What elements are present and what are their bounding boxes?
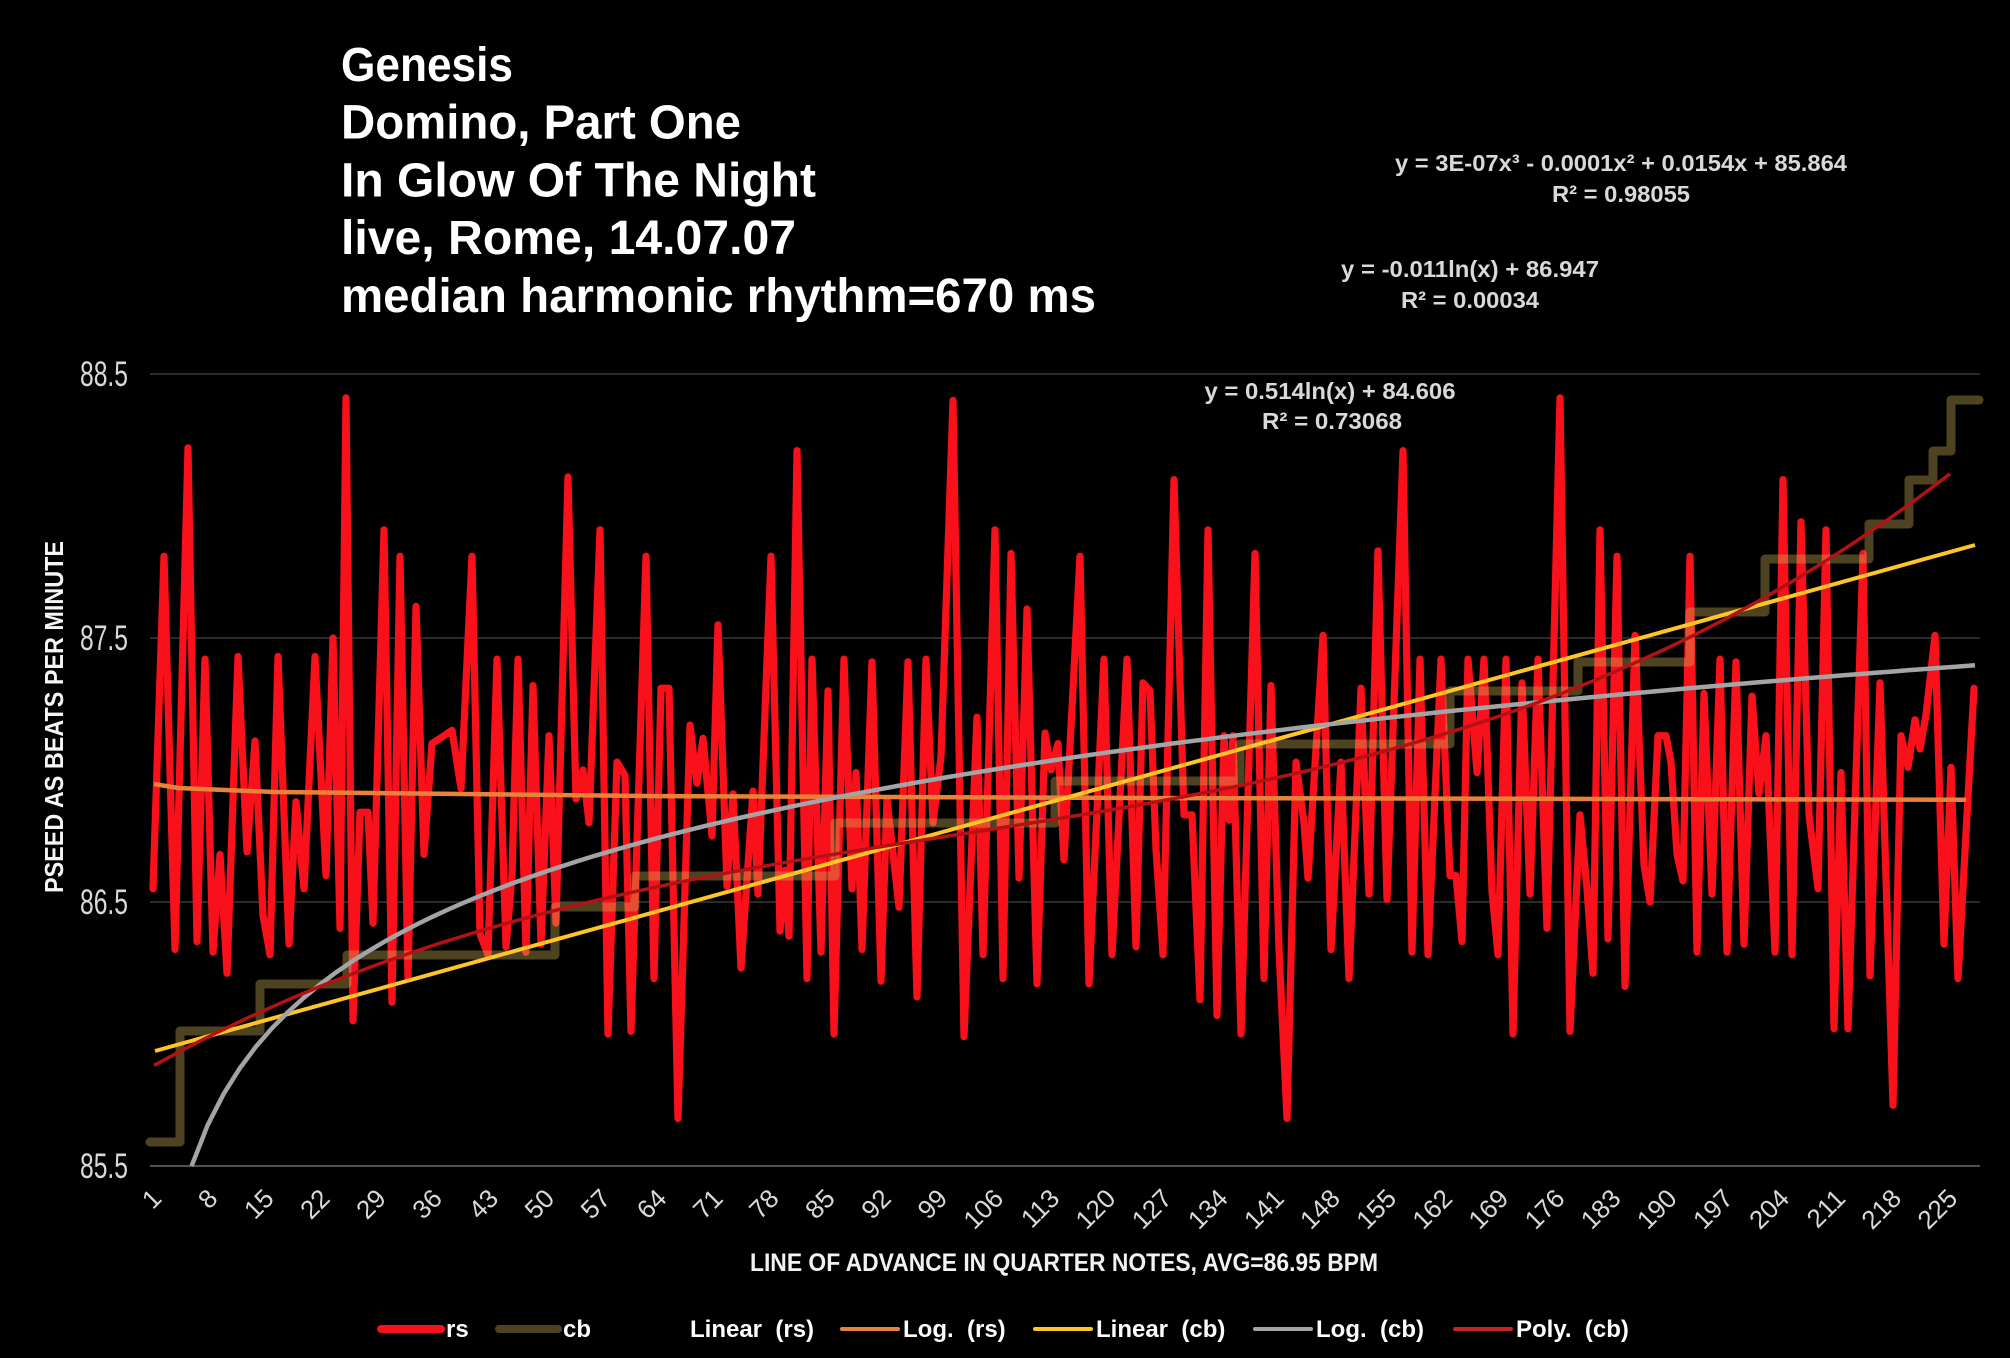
svg-text:88.5: 88.5 [80,355,128,394]
svg-text:R² = 0.98055: R² = 0.98055 [1552,181,1690,207]
svg-text:PSEED AS BEATS PER MINUTE: PSEED AS BEATS PER MINUTE [39,541,69,893]
svg-text:87.5: 87.5 [80,619,128,658]
svg-text:In Glow Of The Night: In Glow Of The Night [341,154,816,207]
svg-text:Log. (rs): Log. (rs) [903,1316,1006,1343]
svg-text:86.5: 86.5 [80,883,128,922]
svg-text:R² = 0.73068: R² = 0.73068 [1262,408,1402,434]
svg-text:y = -0.011ln(x) + 86.947: y = -0.011ln(x) + 86.947 [1341,256,1599,282]
svg-text:live, Rome, 14.07.07: live, Rome, 14.07.07 [341,212,796,265]
svg-text:Linear (cb): Linear (cb) [1096,1316,1225,1343]
svg-text:median harmonic rhythm=670 ms: median harmonic rhythm=670 ms [341,270,1096,323]
svg-text:rs: rs [446,1316,469,1343]
svg-text:Domino, Part One: Domino, Part One [341,97,741,150]
svg-text:y = 3E-07x³ - 0.0001x² + 0.015: y = 3E-07x³ - 0.0001x² + 0.0154x + 85.86… [1395,150,1847,176]
svg-text:Poly. (cb): Poly. (cb) [1516,1316,1629,1343]
svg-text:Genesis: Genesis [341,39,513,92]
svg-text:Linear (rs): Linear (rs) [690,1316,814,1343]
svg-text:cb: cb [563,1316,591,1343]
svg-text:LINE OF ADVANCE IN QUARTER NOT: LINE OF ADVANCE IN QUARTER NOTES, AVG=86… [750,1249,1378,1277]
svg-text:Log. (cb): Log. (cb) [1316,1316,1424,1343]
svg-text:85.5: 85.5 [80,1147,128,1186]
svg-text:y = 0.514ln(x) + 84.606: y = 0.514ln(x) + 84.606 [1205,378,1456,404]
svg-text:R² = 0.00034: R² = 0.00034 [1401,287,1539,313]
